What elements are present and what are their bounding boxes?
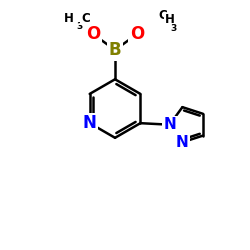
Text: C: C	[81, 12, 90, 25]
Text: O: O	[86, 25, 100, 43]
Text: 3: 3	[163, 0, 170, 1]
Text: 3: 3	[171, 24, 177, 32]
Text: 3: 3	[76, 22, 82, 31]
Text: N: N	[176, 135, 189, 150]
Text: O: O	[130, 25, 144, 43]
Text: N: N	[163, 117, 176, 132]
Text: N: N	[83, 114, 97, 132]
Text: H: H	[64, 12, 74, 25]
Text: B: B	[109, 41, 121, 59]
Text: C: C	[158, 9, 167, 22]
Text: H: H	[164, 13, 174, 26]
